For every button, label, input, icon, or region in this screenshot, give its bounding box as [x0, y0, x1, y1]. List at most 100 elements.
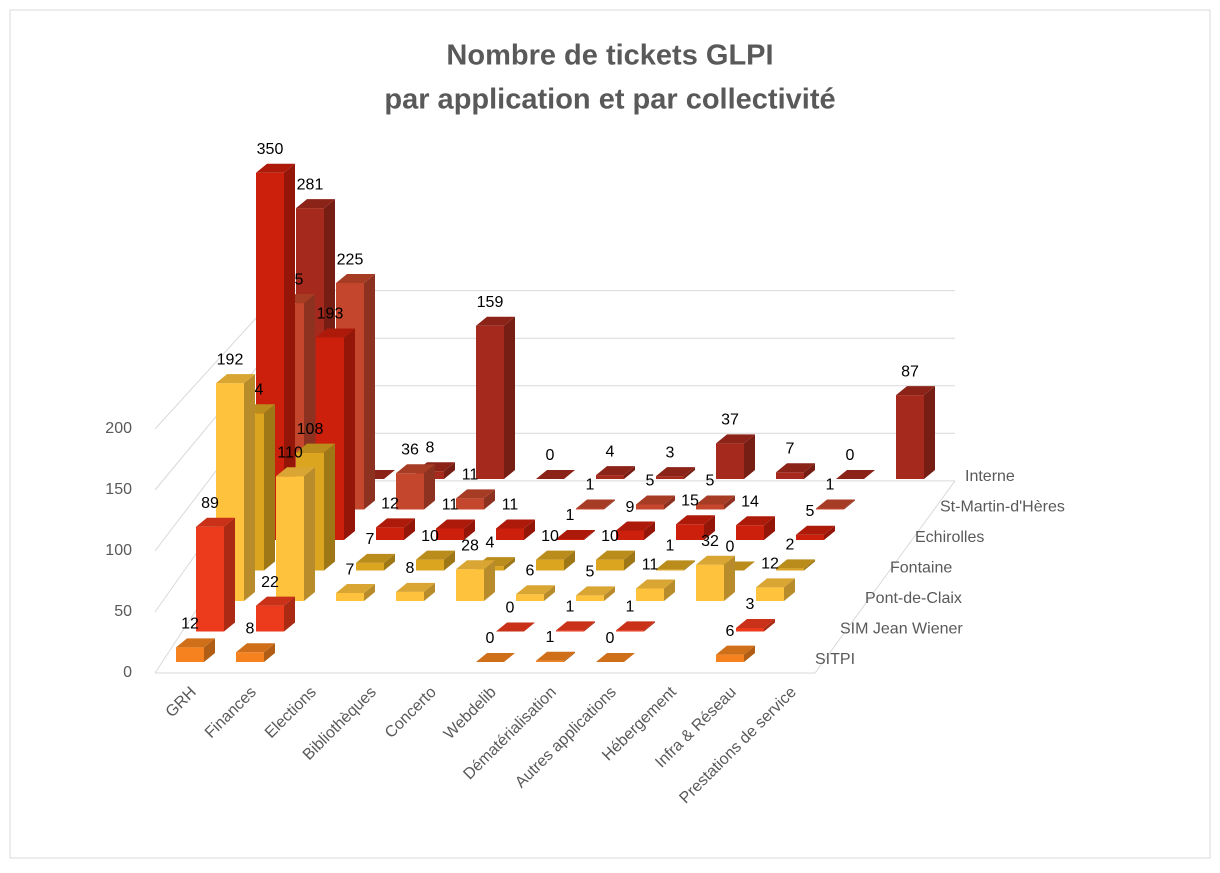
data-label: 0: [726, 539, 735, 556]
bar-top: [796, 525, 835, 535]
bar: [536, 651, 575, 662]
data-label: 7: [366, 531, 375, 548]
bar-side: [444, 462, 455, 479]
bar: [396, 464, 435, 510]
data-label: 11: [442, 497, 459, 514]
bar-side: [424, 582, 435, 601]
bar: [696, 495, 735, 510]
bar-top: [596, 550, 635, 560]
bar: [236, 643, 275, 662]
bar-side: [384, 553, 395, 571]
bar-top: [296, 443, 335, 453]
depth-label: SITPI: [815, 651, 855, 668]
bar-side: [764, 618, 775, 632]
bar: [696, 555, 735, 601]
bar: [176, 638, 215, 662]
bar-front: [736, 627, 764, 632]
bar-top: [336, 584, 375, 594]
data-label: 1: [586, 477, 595, 494]
bar-side: [224, 517, 235, 632]
bar-top: [256, 596, 295, 606]
bar: [396, 582, 435, 601]
bar-top: [536, 550, 575, 560]
bar-side: [304, 467, 315, 601]
bar-front: [236, 652, 264, 662]
bar-top: [736, 516, 775, 526]
bar-front: [676, 524, 704, 540]
bar-side: [624, 466, 635, 479]
data-label: 5: [586, 564, 595, 581]
bar-front: [276, 476, 304, 601]
bar-side: [364, 274, 375, 510]
data-label: 36: [401, 441, 419, 458]
chart-title: par application et par collectivité: [384, 84, 835, 116]
bar-side: [504, 557, 515, 571]
data-label: 0: [506, 600, 515, 617]
bar-top: [516, 585, 555, 595]
bar: [836, 470, 875, 479]
bar-front: [736, 525, 764, 540]
chart-title: Nombre de tickets GLPI: [446, 40, 773, 72]
data-label: 0: [546, 447, 555, 464]
bar-top: [636, 579, 675, 589]
data-label: 3: [666, 444, 675, 461]
data-label: 10: [541, 528, 559, 545]
bar: [576, 499, 615, 510]
bar-front: [456, 498, 484, 510]
data-label: 15: [681, 492, 699, 509]
data-label: 5: [646, 473, 655, 490]
bar: [256, 596, 295, 632]
bar-top: [596, 466, 635, 476]
chart-border: [9, 9, 1211, 859]
bar-top: [716, 645, 755, 655]
bar-side: [284, 163, 295, 540]
bar-top: [416, 550, 455, 560]
bar-side: [844, 499, 855, 510]
bar-top: [716, 434, 755, 444]
bar: [656, 560, 695, 571]
bar: [636, 579, 675, 601]
bar-front: [576, 508, 604, 510]
y-tick-label: 200: [105, 420, 132, 437]
bar-top: [456, 489, 495, 499]
bar: [376, 518, 415, 540]
bar: [516, 585, 555, 601]
bar-top: [356, 553, 395, 563]
bar-front: [696, 564, 724, 601]
bar-side: [564, 550, 575, 571]
data-label: 8: [406, 560, 415, 577]
bar-front: [776, 568, 804, 571]
data-label: 225: [337, 251, 364, 268]
bar-top: [176, 638, 215, 648]
bar-side: [424, 464, 435, 510]
bar-top: [696, 555, 735, 565]
bar-front: [596, 475, 624, 479]
bar-side: [664, 495, 675, 510]
bar: [416, 550, 455, 571]
bar-top: [396, 582, 435, 592]
bar-front: [636, 588, 664, 601]
bar-front: [476, 325, 504, 479]
depth-label: Interne: [965, 468, 1015, 485]
bar: [496, 622, 535, 632]
bar-front: [456, 569, 484, 601]
bar-front: [636, 504, 664, 510]
bar: [736, 516, 775, 540]
bar-side: [664, 579, 675, 601]
y-tick-label: 0: [123, 664, 132, 681]
bar-side: [584, 621, 595, 632]
bar-front: [516, 594, 544, 601]
bar-front: [396, 473, 424, 510]
bar-top: [776, 559, 815, 569]
bar-top: [316, 328, 355, 338]
data-label: 10: [421, 528, 439, 545]
bar-side: [804, 463, 815, 479]
floor: [155, 480, 956, 674]
bar: [596, 466, 635, 479]
bar-front: [596, 559, 624, 571]
bar-side: [684, 467, 695, 479]
bar-top: [536, 651, 575, 661]
data-label: 22: [261, 574, 279, 591]
bar: [576, 586, 615, 601]
bar: [476, 316, 515, 479]
